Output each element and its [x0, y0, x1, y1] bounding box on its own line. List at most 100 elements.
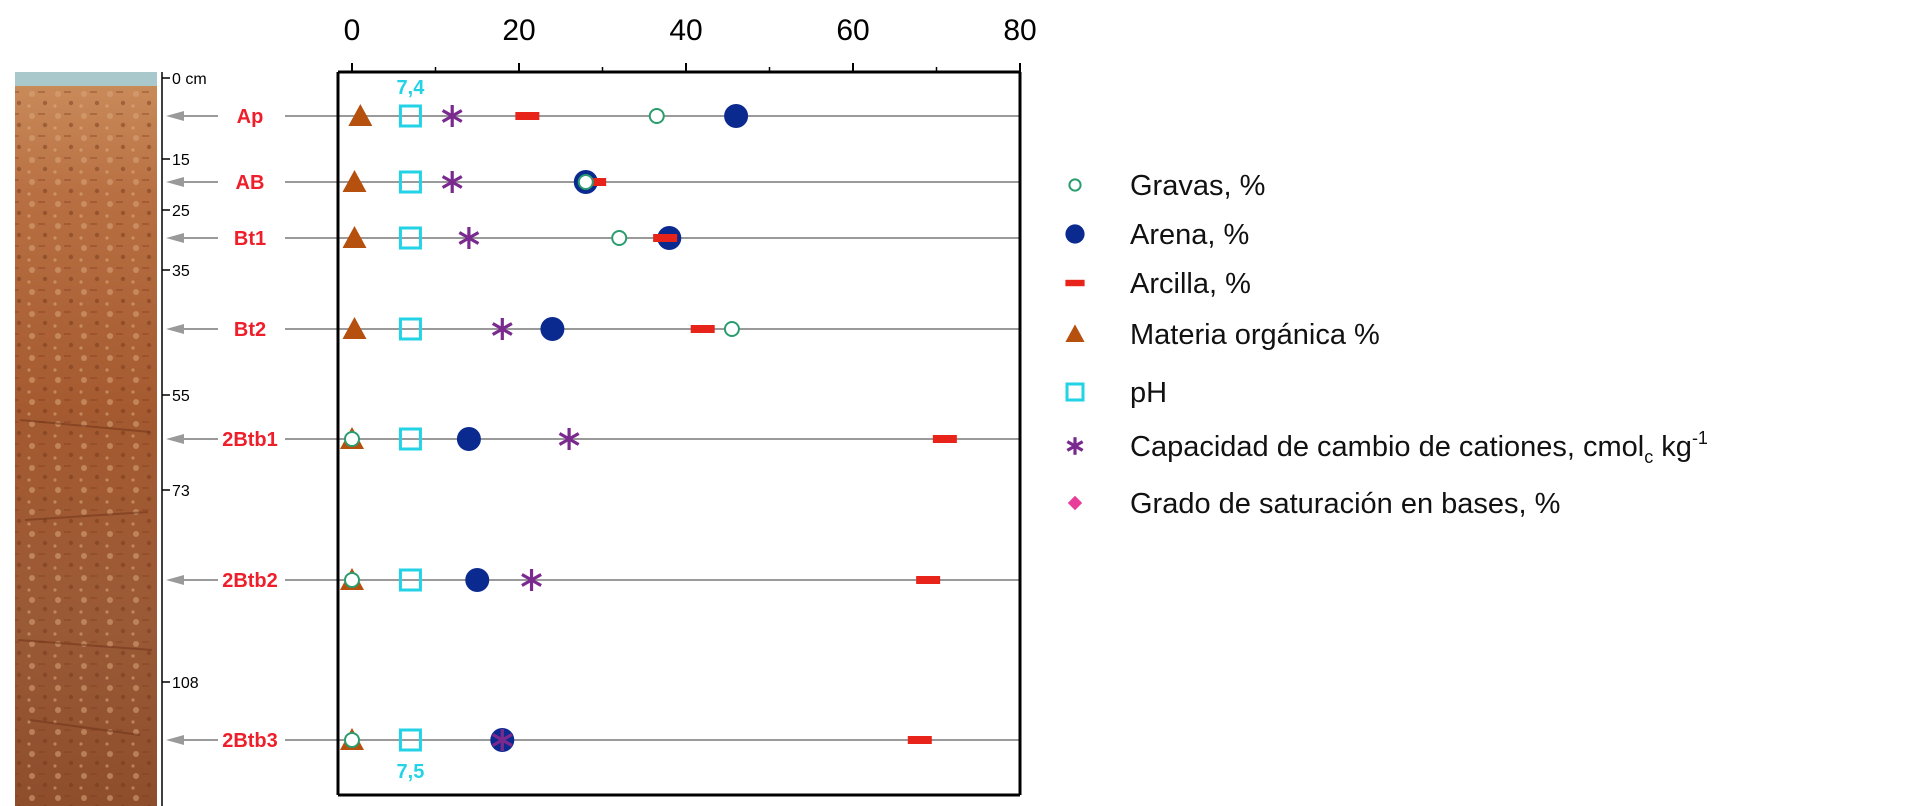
data-point-filled-circle	[456, 427, 481, 451]
open-circle-shape	[723, 321, 740, 337]
data-point-open-circle	[723, 321, 740, 337]
data-point-open-circle	[344, 732, 360, 748]
diamond-shape	[1067, 495, 1083, 511]
triangle-shape	[348, 104, 373, 126]
asterisk-stroke	[1066, 440, 1084, 452]
legend: Gravas, % Arena, % Arcilla, % Materia orgán…	[1065, 170, 1708, 520]
data-point-dash	[907, 736, 932, 744]
depth-tick-label: 108	[172, 675, 199, 692]
open-circle-shape	[344, 572, 360, 588]
horizon-arrow-head	[166, 233, 184, 243]
depth-tick-label: 35	[172, 263, 190, 280]
data-point-asterisk	[521, 569, 542, 591]
horizon-label: 2Btb3	[222, 730, 278, 752]
filled-circle-shape	[465, 568, 490, 592]
horizon-label: 2Btb1	[222, 429, 278, 451]
soil-profile-image	[15, 72, 157, 806]
filled-circle-shape	[456, 427, 481, 451]
legend-label: Capacidad de cambio de cationes, cmolc k…	[1130, 428, 1708, 467]
triangle-shape	[342, 170, 367, 192]
legend-marker-dash	[1065, 279, 1085, 287]
legend-label: Arena, %	[1130, 219, 1249, 251]
horizon-label: Bt1	[234, 228, 266, 250]
data-point-triangle	[342, 226, 367, 248]
data-point-open-circle	[344, 431, 360, 447]
open-circle-shape	[648, 108, 665, 124]
data-point-open-circle	[611, 230, 628, 246]
data-point-dash	[916, 576, 941, 584]
horizon-lines: Ap AB Bt1 Bt2 2Btb1 2Btb2 2Btb3	[166, 106, 1020, 752]
data-point-open-square	[398, 226, 422, 250]
horizon-label: Ap	[237, 106, 264, 128]
open-square-shape	[398, 568, 422, 592]
legend-marker-filled-circle	[1065, 224, 1085, 244]
dash-shape	[690, 325, 715, 333]
open-square-shape	[398, 170, 422, 194]
horizon-arrow-head	[166, 324, 184, 334]
data-point-triangle	[348, 104, 373, 126]
data-point-open-square	[398, 568, 422, 592]
data-point-triangle	[342, 317, 367, 339]
horizon-label: 2Btb2	[222, 570, 278, 592]
data-point-dash	[690, 325, 715, 333]
dash-shape	[653, 234, 678, 242]
x-tick-label: 40	[669, 14, 702, 47]
open-circle-shape	[1068, 178, 1082, 192]
legend-marker-diamond	[1067, 495, 1083, 511]
data-point-open-circle	[648, 108, 665, 124]
x-tick-label: 80	[1003, 14, 1036, 47]
depth-tick-label: 0 cm	[172, 71, 207, 88]
open-circle-shape	[344, 431, 360, 447]
asterisk-stroke	[521, 573, 542, 587]
depth-tick-label: 55	[172, 388, 190, 405]
data-point-open-square	[398, 104, 422, 128]
legend-label: Gravas, %	[1130, 170, 1265, 202]
asterisk-stroke	[558, 432, 580, 446]
data-point-open-circle	[577, 174, 594, 190]
data-point-filled-circle	[724, 104, 749, 128]
data-point-open-square	[398, 427, 422, 451]
open-square-shape	[398, 728, 422, 752]
asterisk-stroke	[491, 322, 513, 336]
legend-label: pH	[1130, 377, 1167, 409]
open-square-shape	[398, 427, 422, 451]
horizon-arrow-head	[166, 575, 184, 585]
data-point-filled-circle	[465, 568, 490, 592]
ph-annotation: 7,4	[397, 77, 426, 99]
data-point-asterisk	[441, 171, 463, 193]
data-point-dash	[653, 234, 678, 242]
filled-circle-shape	[1065, 224, 1085, 244]
depth-tick-label: 73	[172, 483, 190, 500]
horizon-label: Bt2	[234, 319, 266, 341]
ph-annotation: 7,5	[397, 761, 425, 783]
open-square-shape	[398, 317, 422, 341]
dash-shape	[1065, 279, 1085, 287]
data-point-filled-circle	[540, 317, 565, 341]
dash-shape	[907, 736, 932, 744]
data-markers	[340, 104, 957, 752]
horizon-arrow-head	[166, 177, 184, 187]
dash-shape	[515, 112, 540, 120]
data-point-dash	[582, 178, 607, 186]
horizon-arrow-head	[166, 111, 184, 121]
asterisk-stroke	[491, 733, 513, 747]
legend-label: Arcilla, %	[1130, 268, 1251, 300]
legend-marker-open-square	[1065, 382, 1085, 402]
asterisk-stroke	[458, 231, 480, 245]
data-point-dash	[932, 435, 957, 443]
triangle-shape	[342, 317, 367, 339]
data-point-open-square	[398, 170, 422, 194]
filled-circle-shape	[540, 317, 565, 341]
legend-label: Grado de saturación en bases, %	[1130, 488, 1560, 520]
data-point-dash	[515, 112, 540, 120]
open-square-shape	[398, 104, 422, 128]
x-axis: 0 20 40 60 80	[344, 14, 1037, 72]
data-point-asterisk	[458, 227, 480, 249]
horizon-arrow-head	[166, 735, 184, 745]
data-point-asterisk	[491, 318, 513, 340]
x-tick-label: 0	[344, 14, 361, 47]
legend-marker-triangle	[1065, 324, 1085, 342]
x-tick-label: 60	[836, 14, 869, 47]
data-point-triangle	[342, 170, 367, 192]
